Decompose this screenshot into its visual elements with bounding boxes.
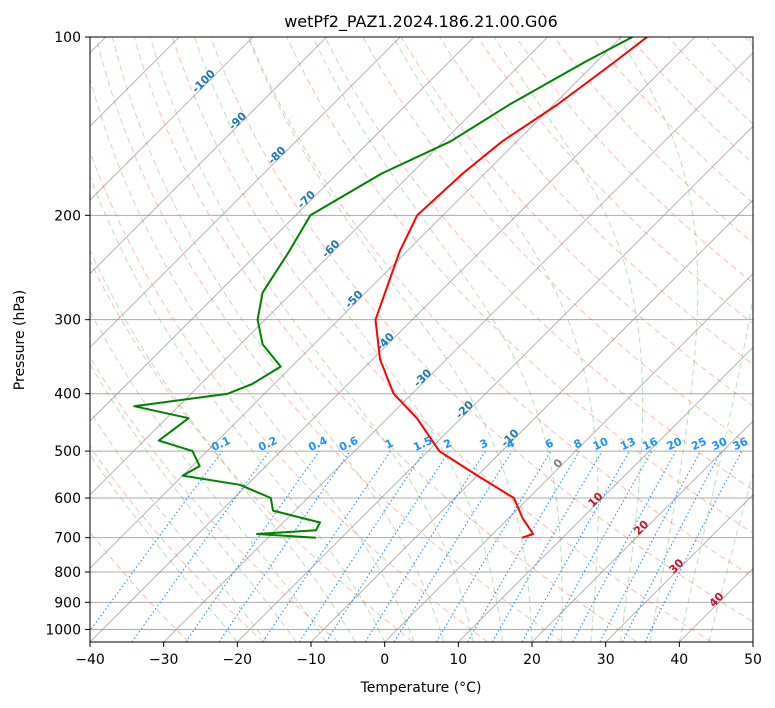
isotherm-line [90,37,622,569]
dry-adiabat-line [400,37,753,407]
x-tick-label: 40 [670,652,688,668]
dry-adiabat-line [629,37,753,165]
mixing-ratio-lines [90,450,743,642]
isotherm-line [458,346,753,642]
plot-area: -100-90-80-70-60-50-40-30-20-10010203040… [90,37,753,642]
moist-adiabat-line [90,175,386,642]
moist-adiabat-line [493,37,644,642]
moist-adiabat-line [90,310,327,642]
x-tick-label: −10 [296,652,326,668]
moist-adiabats [90,37,753,642]
x-axis-title: Temperature (°C) [360,680,482,696]
y-tick-label: 800 [54,565,81,581]
dry-adiabat-line [515,37,753,284]
sounding-series [133,37,648,539]
isotherm-line [384,273,753,642]
isobar-grid [90,37,753,630]
x-tick-label: 20 [523,652,541,668]
mixing-ratio-line [90,450,223,632]
moist-adiabat-line [194,37,503,642]
y-tick-label: 100 [54,30,81,46]
dry-adiabat-line [477,37,753,325]
mixing-ratio-line [545,450,653,642]
moist-adiabat-line [618,37,699,642]
dry-adiabat-line [133,37,638,642]
isotherm-line [90,37,548,496]
plot-frame [89,36,754,643]
dry-adiabat-line [95,37,563,642]
y-tick-label: 200 [54,208,81,224]
mixing-ratio-line [185,450,320,642]
isotherm-line [310,199,753,642]
isotherm-line [90,37,254,201]
x-tick-label: 10 [449,652,467,668]
dry-adiabat-line [210,37,753,623]
dry-adiabat-line [591,37,753,204]
mixing-ratio-line [572,450,677,642]
isotherm-line [163,52,753,642]
isotherm-line [605,494,753,642]
y-axis-title: Pressure (hPa) [12,290,28,390]
dry-adiabat-line [171,37,712,642]
y-tick-label: 1000 [45,622,81,638]
dry-adiabat-line [362,37,753,449]
mixing-ratio-line [364,450,486,642]
chart-title: wetPf2_PAZ1.2024.186.21.00.G06 [284,12,558,32]
x-tick-label: −40 [75,652,105,668]
mixing-ratio-label: 13 [618,435,637,453]
mixing-ratio-label: 20 [665,435,685,453]
isotherm-line [90,37,327,275]
dewpoint-line [133,37,633,539]
moist-adiabat-line [708,471,753,642]
mixing-ratio-line [467,450,580,642]
mixing-ratio-line [218,450,351,642]
moist-adiabat-line [90,76,415,642]
x-tick-label: −20 [223,652,253,668]
temperature-line [374,37,648,539]
y-tick-label: 900 [54,595,81,611]
dry-adiabats [90,37,753,642]
dry-adiabat-line [248,37,753,578]
mixing-ratio-line [491,450,603,642]
isotherm-line [531,420,753,642]
dry-adiabat-line [90,259,414,642]
isotherm-line [90,37,475,422]
x-tick-label: −30 [149,652,179,668]
dry-adiabat-line [324,37,753,491]
x-tick-label: 30 [597,652,615,668]
moist-adiabat-line [312,37,563,642]
mixing-ratio-label: 30 [710,435,730,453]
x-axis: −40 −30 −20 −10 0 10 20 30 40 50 [75,642,762,668]
y-axis: 100 200 300 400 500 600 700 800 900 1000 [45,30,90,638]
y-tick-label: 400 [54,387,81,403]
y-tick-label: 500 [54,444,81,460]
moist-adiabat-line [90,453,238,642]
moist-adiabat-line [149,37,474,642]
moist-adiabat-line [678,37,753,642]
x-tick-label: 0 [380,652,389,668]
x-tick-label: 50 [744,652,762,668]
y-tick-label: 700 [54,531,81,547]
moist-adiabat-line [90,249,356,642]
mixing-ratio-line [325,450,450,642]
mixing-ratio-line [521,450,630,642]
mixing-ratio-line [435,450,552,642]
y-tick-label: 300 [54,313,81,329]
moist-adiabat-line [247,37,533,642]
mixing-ratio-label: 16 [640,435,660,453]
mixing-ratio-line [393,450,513,642]
mixing-ratio-line [131,450,270,642]
isotherm-grid [90,37,753,642]
mixing-ratio-label: 36 [731,435,751,453]
isotherm-line [90,37,696,642]
mixing-ratio-label: 25 [689,435,708,453]
isotherm-line [237,125,753,642]
y-tick-label: 600 [54,491,81,507]
dry-adiabat-line [90,445,264,642]
mixing-ratio-label: 10 [591,435,611,453]
isotherm-line [90,37,401,348]
